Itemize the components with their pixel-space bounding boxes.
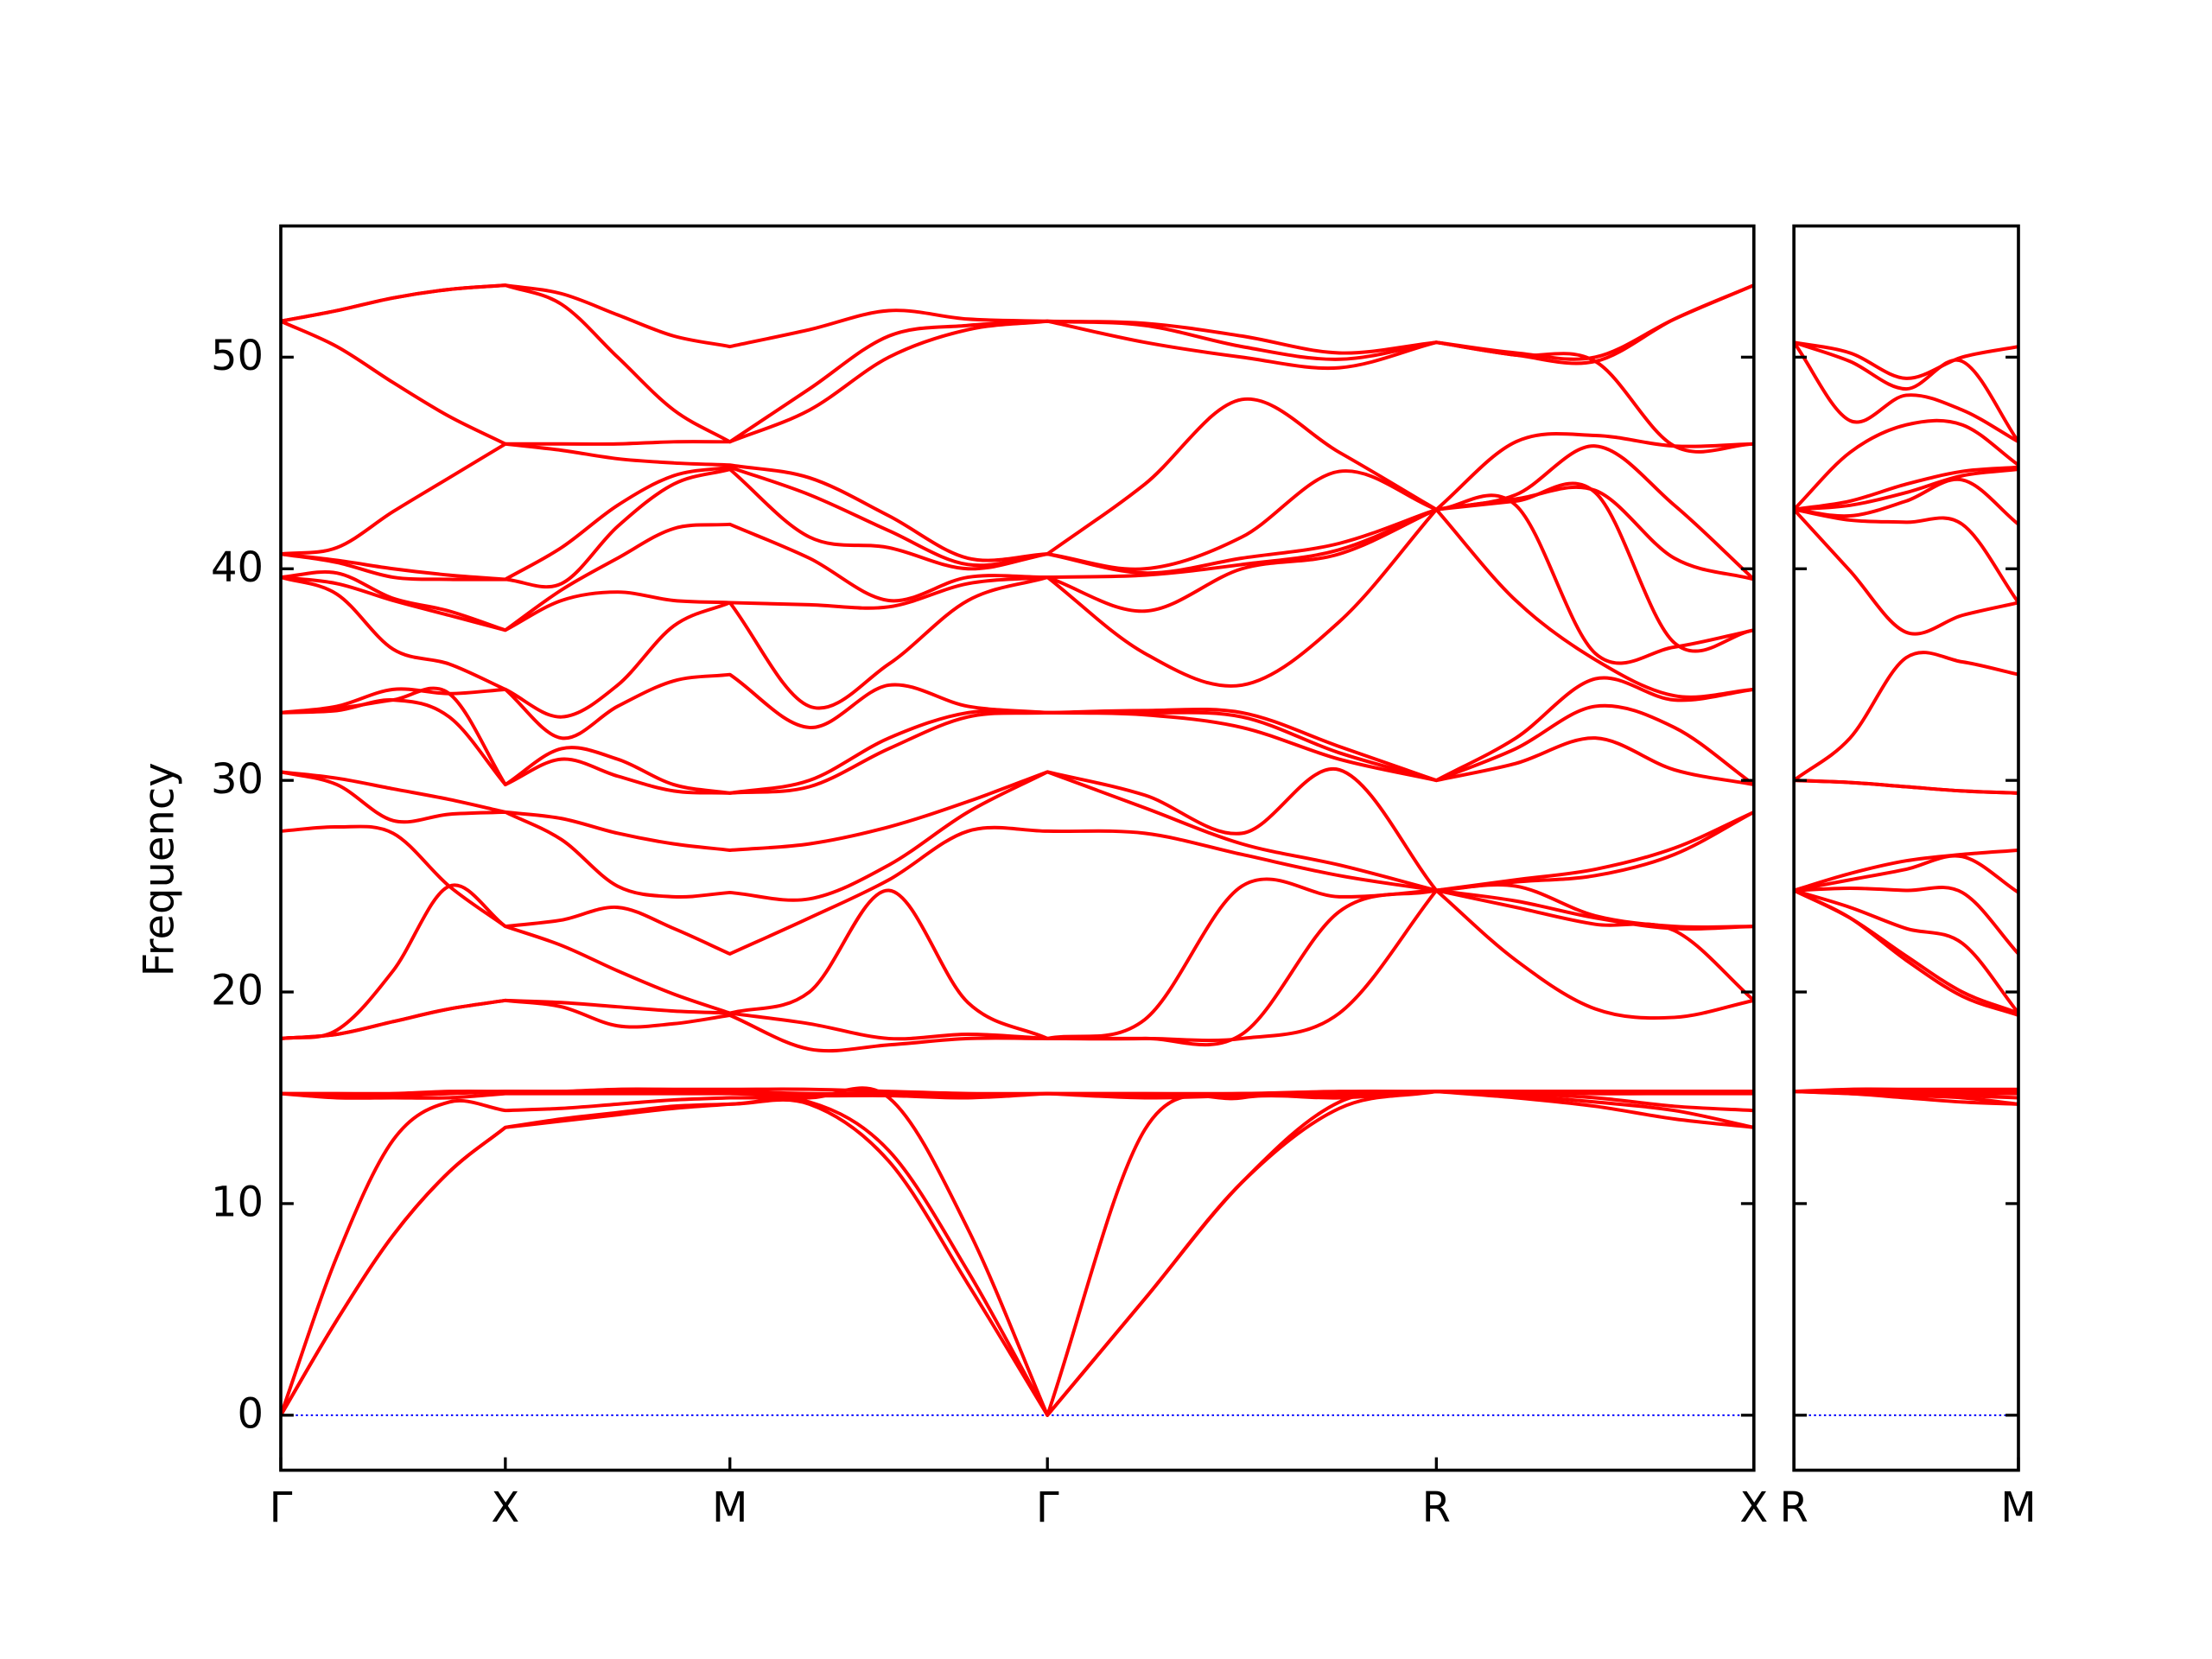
band-line (280, 319, 1754, 454)
plot-frame (279, 224, 1756, 1472)
y-tick-label: 10 (211, 1179, 264, 1227)
x-tick-label: Γ (270, 1484, 293, 1532)
y-tick-label: 50 (211, 332, 264, 380)
band-line (1794, 886, 2018, 956)
band-line (280, 698, 1754, 795)
band-line (280, 481, 1754, 653)
y-tick-label: 20 (211, 967, 264, 1015)
band-line (1794, 418, 2018, 512)
band-line (280, 877, 1754, 1040)
x-tick-label: X (1739, 1484, 1768, 1532)
band-line (1794, 779, 2018, 795)
band-line (1794, 888, 2018, 1017)
band-line (280, 283, 1754, 444)
y-tick-label: 0 (238, 1389, 264, 1438)
band-line (1794, 888, 2018, 1015)
band-line (1794, 507, 2018, 604)
band-line (1794, 477, 2018, 526)
band-line (280, 1090, 1754, 1417)
y-axis-label: Frequency (136, 762, 184, 976)
band-line (280, 672, 1754, 783)
band-line (280, 888, 1754, 1047)
band-line (280, 824, 1754, 956)
x-tick-label: R (1422, 1484, 1451, 1532)
x-tick-label: R (1779, 1484, 1808, 1532)
band-line (1794, 465, 2018, 512)
band-line (1794, 888, 2018, 1014)
x-tick-label: X (491, 1484, 519, 1532)
band-line (1794, 848, 2018, 893)
band-line (280, 444, 1754, 582)
band-line (1794, 340, 2018, 380)
band-line (1794, 467, 2018, 512)
band-line (280, 507, 1754, 719)
band-line (280, 770, 1754, 902)
x-tick-label: Γ (1036, 1484, 1059, 1532)
band-line (1794, 340, 2018, 443)
y-tick-label: 30 (211, 755, 264, 804)
band-line (280, 1087, 1754, 1096)
band-line (280, 283, 1754, 361)
plot-frame (1792, 224, 2020, 1472)
band-line (1794, 854, 2018, 894)
band-line (1794, 651, 2018, 782)
x-tick-label: M (712, 1484, 747, 1532)
band-line (280, 686, 1754, 795)
band-line (1794, 341, 2018, 444)
band-line (280, 397, 1754, 563)
x-tick-label: M (2000, 1484, 2036, 1532)
band-line (1794, 1087, 2018, 1094)
band-line (280, 766, 1754, 893)
y-tick-label: 40 (211, 543, 264, 592)
band-line (1794, 508, 2018, 636)
